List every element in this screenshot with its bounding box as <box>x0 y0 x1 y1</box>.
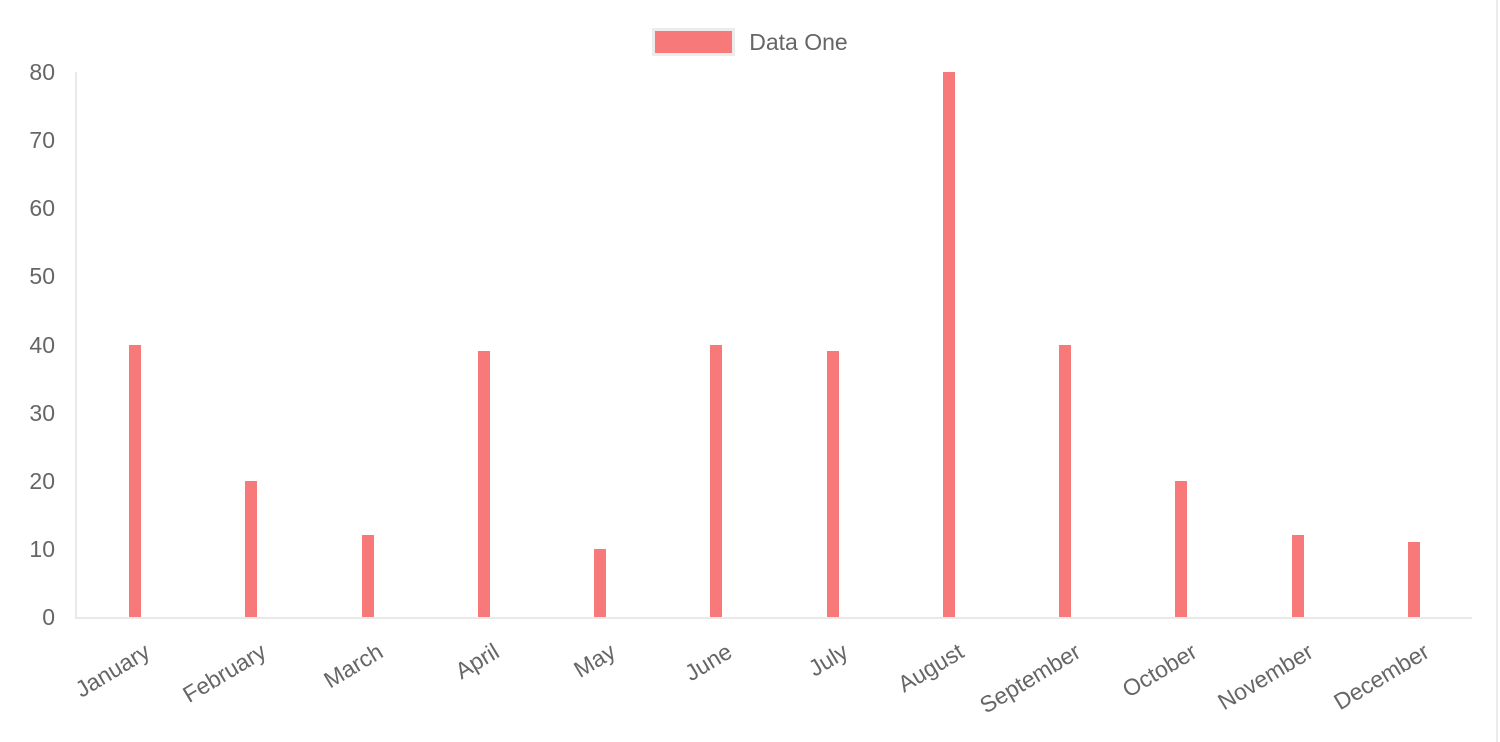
y-tick-label-50: 50 <box>29 263 55 290</box>
y-tick-label-60: 60 <box>29 195 55 222</box>
bar-january[interactable] <box>129 344 142 617</box>
y-tick-label-70: 70 <box>29 127 55 154</box>
legend-swatch[interactable] <box>652 28 736 56</box>
legend-item-data-one[interactable]: Data One <box>652 28 848 56</box>
y-axis: 0 10 20 30 40 50 60 70 80 <box>0 59 55 630</box>
y-tick-label-0: 0 <box>42 604 55 630</box>
y-tick-label-30: 30 <box>29 399 55 426</box>
bar-july[interactable] <box>826 351 839 617</box>
y-tick-label-10: 10 <box>29 535 55 562</box>
legend-label: Data One <box>749 29 848 55</box>
bar-october[interactable] <box>1175 480 1188 617</box>
right-edge-divider <box>1496 0 1498 742</box>
legend: Data One <box>0 28 1500 56</box>
bar-march[interactable] <box>361 535 374 617</box>
bar-february[interactable] <box>245 480 258 617</box>
bar-november[interactable] <box>1291 535 1304 617</box>
bar-december[interactable] <box>1407 542 1420 617</box>
bar-august[interactable] <box>942 72 955 617</box>
y-tick-label-20: 20 <box>29 467 55 494</box>
bar-may[interactable] <box>594 548 607 617</box>
y-tick-label-40: 40 <box>29 331 55 358</box>
bar-april[interactable] <box>477 351 490 617</box>
bar-september[interactable] <box>1059 344 1072 617</box>
bar-june[interactable] <box>710 344 723 617</box>
y-tick-label-80: 80 <box>29 59 55 85</box>
plot-area <box>75 72 1472 619</box>
